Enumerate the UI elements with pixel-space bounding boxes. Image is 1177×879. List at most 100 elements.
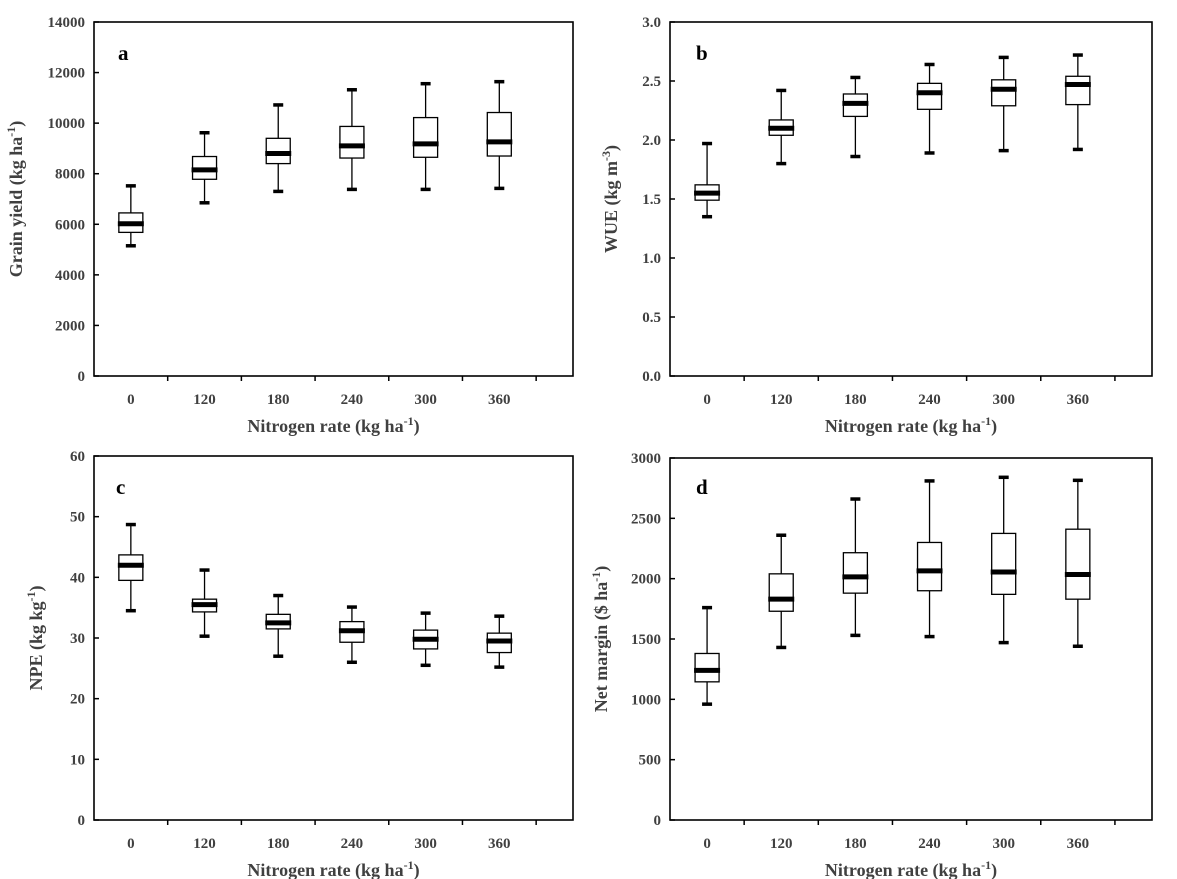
x-axis-title-close: ): [414, 860, 420, 879]
y-axis-title-superscript: -1: [589, 572, 603, 582]
y-tick-label: 2.5: [642, 74, 661, 90]
x-axis-title-main: Nitrogen rate (kg ha: [247, 860, 403, 879]
interquartile-box: [916, 541, 943, 592]
x-axis-title-superscript: -1: [981, 414, 991, 428]
y-axis-title-superscript: -1: [24, 591, 38, 601]
x-tick-label: 120: [193, 392, 216, 408]
y-tick-label: 30: [70, 631, 85, 647]
y-tick-label: 20: [70, 692, 85, 708]
y-tick-label: 14000: [48, 15, 86, 31]
box-360: [1064, 478, 1091, 648]
y-tick-label: 12000: [48, 66, 86, 82]
y-axis-title-close: ): [591, 566, 612, 572]
y-tick-label: 10: [70, 752, 85, 768]
x-tick-label: 0: [127, 392, 135, 408]
x-axis-title-close: ): [991, 860, 997, 879]
y-tick-label: 1.5: [642, 192, 661, 208]
box-240: [338, 88, 365, 192]
interquartile-box: [1065, 528, 1091, 600]
x-tick-label: 300: [414, 836, 437, 852]
box-0: [694, 141, 721, 219]
x-tick-label: 300: [992, 836, 1015, 852]
box-240: [916, 62, 943, 155]
y-axis-title-superscript: -1: [4, 127, 18, 137]
x-tick-label: 0: [703, 392, 711, 408]
box-0: [694, 605, 721, 706]
interquartile-box: [991, 532, 1017, 596]
y-axis-title-main: Grain yield (kg ha: [6, 137, 27, 278]
x-axis-title-superscript: -1: [981, 858, 991, 872]
x-tick-label: 360: [1067, 392, 1090, 408]
box-180: [265, 103, 292, 194]
box-360: [486, 79, 513, 191]
box-240: [916, 479, 943, 639]
y-tick-label: 40: [70, 570, 85, 586]
x-tick-label: 300: [414, 392, 437, 408]
box-180: [265, 593, 292, 658]
y-axis-title: Net margin ($ ha-1): [589, 566, 612, 712]
x-tick-label: 180: [844, 392, 867, 408]
box-120: [768, 88, 795, 166]
panel-a: 0 2000 4000 6000 8000 10000 12000 14000 0 120 180 2…: [4, 15, 574, 437]
y-tick-label: 2500: [631, 511, 661, 527]
y-axis-title-close: ): [26, 585, 47, 591]
y-axis-title: NPE (kg kg-1): [24, 585, 47, 690]
x-axis-title-main: Nitrogen rate (kg ha: [247, 416, 403, 437]
x-tick-label: 120: [770, 836, 793, 852]
y-tick-label: 10000: [48, 116, 86, 132]
x-tick-label: 360: [488, 836, 511, 852]
panel-letter: a: [118, 41, 129, 65]
y-tick-label: 4000: [55, 268, 85, 284]
interquartile-box: [916, 82, 943, 110]
interquartile-box: [486, 111, 512, 157]
x-tick-label: 120: [193, 836, 216, 852]
y-tick-label: 0: [78, 813, 86, 829]
interquartile-box: [1065, 75, 1091, 106]
x-tick-label: 180: [844, 836, 867, 852]
y-tick-label: 3000: [631, 451, 661, 467]
box-300: [990, 55, 1017, 153]
x-axis-title-close: ): [991, 416, 997, 437]
y-tick-label: 8000: [55, 167, 85, 183]
y-axis-title-main: NPE (kg kg: [26, 601, 47, 690]
x-tick-label: 120: [770, 392, 793, 408]
x-tick-label: 180: [267, 836, 290, 852]
panel-letter: d: [696, 475, 708, 499]
y-axis-title: WUE (kg m-3): [599, 145, 622, 253]
box-300: [412, 81, 439, 192]
box-120: [191, 568, 218, 638]
y-tick-label: 50: [70, 510, 85, 526]
x-axis-title: Nitrogen rate (kg ha-1): [247, 858, 419, 879]
x-axis-title-close: ): [414, 416, 420, 437]
plot-frame: [669, 21, 1153, 377]
x-axis-title: Nitrogen rate (kg ha-1): [825, 858, 997, 879]
interquartile-box: [265, 137, 291, 165]
interquartile-box: [768, 573, 794, 612]
x-tick-label: 240: [918, 836, 941, 852]
plot-frame: [669, 457, 1153, 821]
y-tick-label: 60: [70, 449, 85, 465]
box-0: [117, 522, 144, 613]
x-axis-title: Nitrogen rate (kg ha-1): [825, 414, 997, 437]
y-tick-label: 1000: [631, 692, 661, 708]
interquartile-box: [412, 116, 439, 158]
x-tick-label: 360: [1067, 836, 1090, 852]
box-180: [842, 75, 869, 159]
x-tick-label: 360: [488, 392, 511, 408]
x-axis-title-main: Nitrogen rate (kg ha: [825, 860, 981, 879]
interquartile-box: [339, 125, 365, 159]
x-tick-label: 240: [341, 836, 364, 852]
y-axis-title-main: Net margin ($ ha: [591, 582, 612, 712]
box-120: [768, 533, 795, 650]
box-360: [1064, 53, 1091, 152]
box-360: [486, 614, 513, 669]
y-axis-title-main: WUE (kg m: [601, 161, 622, 253]
x-axis-title-superscript: -1: [404, 858, 414, 872]
y-tick-label: 1.0: [642, 251, 661, 267]
y-tick-label: 3.0: [642, 15, 661, 31]
y-axis-title-close: ): [6, 121, 27, 127]
box-240: [338, 605, 365, 665]
box-180: [842, 497, 869, 638]
y-tick-label: 2.0: [642, 133, 661, 149]
